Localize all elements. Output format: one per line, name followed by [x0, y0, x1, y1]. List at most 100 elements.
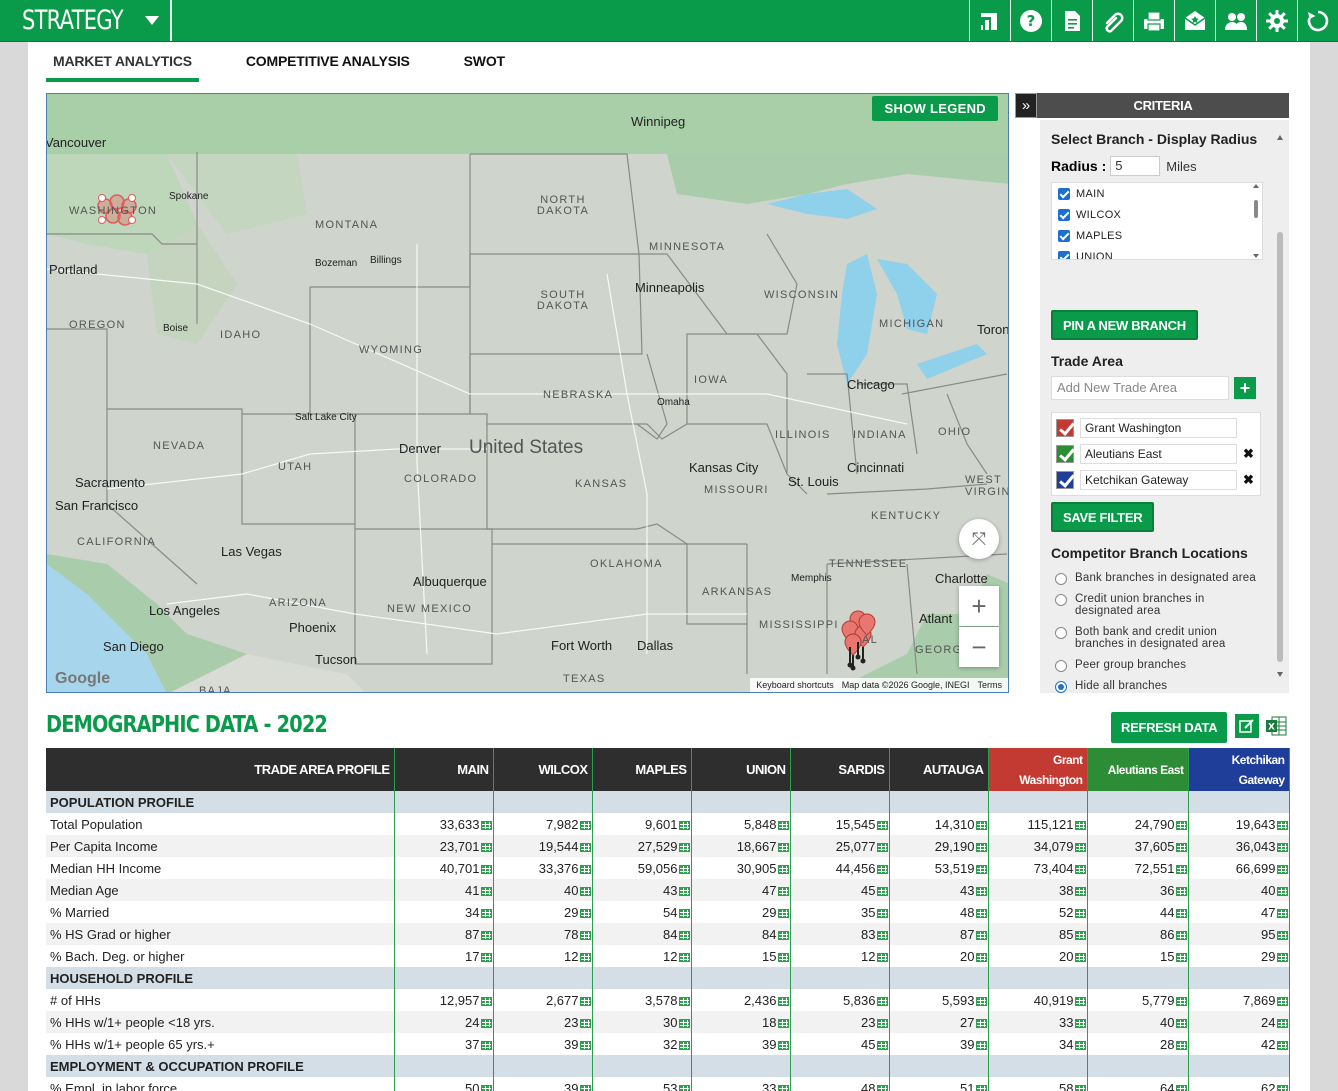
table-detail-icon[interactable] [1276, 952, 1288, 962]
table-detail-icon[interactable] [777, 996, 789, 1006]
table-detail-icon[interactable] [975, 908, 987, 918]
table-detail-icon[interactable] [876, 908, 888, 918]
table-detail-icon[interactable] [678, 820, 690, 830]
column-header[interactable]: WILCOX [493, 748, 593, 791]
chevron-down-icon[interactable] [145, 16, 159, 25]
table-detail-icon[interactable] [777, 886, 789, 896]
close-icon[interactable]: ✖ [1243, 472, 1254, 487]
table-detail-icon[interactable] [579, 1084, 591, 1091]
table-detail-icon[interactable] [975, 1040, 987, 1050]
table-detail-icon[interactable] [777, 1018, 789, 1028]
radio-icon[interactable] [1055, 627, 1067, 639]
radio-option[interactable]: Peer group branches [1055, 659, 1265, 672]
radio-icon[interactable] [1055, 594, 1067, 606]
table-detail-icon[interactable] [975, 842, 987, 852]
refresh-icon[interactable] [1297, 0, 1338, 41]
keyboard-shortcuts-link[interactable]: Keyboard shortcuts [756, 680, 834, 690]
checkbox-icon[interactable] [1056, 419, 1074, 437]
table-detail-icon[interactable] [579, 996, 591, 1006]
column-header[interactable]: UNION [691, 748, 791, 791]
table-detail-icon[interactable] [876, 864, 888, 874]
users-icon[interactable] [1215, 0, 1256, 41]
zoom-out-button[interactable]: − [959, 627, 999, 667]
list-item[interactable]: Ketchikan Gateway [1056, 469, 1237, 491]
checkbox-icon[interactable] [1058, 229, 1070, 242]
table-detail-icon[interactable] [1276, 1018, 1288, 1028]
radio-option[interactable]: Bank branches in designated area [1055, 572, 1265, 585]
table-detail-icon[interactable] [1276, 842, 1288, 852]
table-detail-icon[interactable] [1074, 1084, 1086, 1091]
settings-icon[interactable] [1256, 0, 1297, 41]
table-detail-icon[interactable] [1175, 908, 1187, 918]
checkbox-icon[interactable] [1056, 471, 1074, 489]
table-detail-icon[interactable] [1074, 996, 1086, 1006]
table-detail-icon[interactable] [480, 996, 492, 1006]
table-detail-icon[interactable] [579, 952, 591, 962]
list-item[interactable]: UNION [1052, 246, 1262, 259]
list-item[interactable]: WILCOX [1052, 204, 1262, 225]
add-trade-area-button[interactable]: + [1234, 377, 1256, 399]
table-detail-icon[interactable] [876, 1018, 888, 1028]
column-header[interactable]: Aleutians East [1087, 748, 1189, 791]
table-detail-icon[interactable] [1074, 1040, 1086, 1050]
list-item[interactable]: Aleutians East [1056, 443, 1237, 465]
criteria-scrollbar[interactable] [1275, 132, 1285, 682]
table-detail-icon[interactable] [1175, 930, 1187, 940]
table-detail-icon[interactable] [777, 930, 789, 940]
table-detail-icon[interactable] [480, 1018, 492, 1028]
checkbox-icon[interactable] [1058, 250, 1070, 259]
app-menu[interactable]: STRATEGY [0, 0, 172, 41]
table-detail-icon[interactable] [975, 820, 987, 830]
trade-area-input[interactable]: Add New Trade Area [1051, 376, 1229, 400]
radio-option[interactable]: Hide all branches [1055, 680, 1265, 693]
tab-competitive-analysis[interactable]: COMPETITIVE ANALYSIS [245, 53, 410, 69]
table-detail-icon[interactable] [876, 886, 888, 896]
table-detail-icon[interactable] [1276, 996, 1288, 1006]
table-detail-icon[interactable] [480, 842, 492, 852]
table-detail-icon[interactable] [1175, 820, 1187, 830]
print-icon[interactable] [1133, 0, 1174, 41]
table-detail-icon[interactable] [1175, 1040, 1187, 1050]
radio-icon[interactable] [1055, 681, 1067, 693]
table-detail-icon[interactable] [579, 842, 591, 852]
table-detail-icon[interactable] [1074, 864, 1086, 874]
table-detail-icon[interactable] [480, 1040, 492, 1050]
table-detail-icon[interactable] [876, 952, 888, 962]
table-detail-icon[interactable] [678, 996, 690, 1006]
table-detail-icon[interactable] [579, 930, 591, 940]
table-detail-icon[interactable] [1276, 908, 1288, 918]
radio-icon[interactable] [1055, 573, 1067, 585]
table-detail-icon[interactable] [480, 886, 492, 896]
table-detail-icon[interactable] [975, 886, 987, 896]
radio-option[interactable]: Both bank and credit union branches in d… [1055, 626, 1265, 650]
radius-input[interactable]: 5 [1110, 156, 1161, 176]
checkbox-icon[interactable] [1056, 445, 1074, 463]
table-detail-icon[interactable] [480, 1084, 492, 1091]
table-detail-icon[interactable] [480, 930, 492, 940]
checkbox-icon[interactable] [1058, 187, 1070, 200]
table-detail-icon[interactable] [678, 886, 690, 896]
fullscreen-icon[interactable]: ⤧ [959, 519, 999, 559]
table-detail-icon[interactable] [777, 952, 789, 962]
table-detail-icon[interactable] [1175, 886, 1187, 896]
column-header[interactable]: MAPLES [592, 748, 692, 791]
table-detail-icon[interactable] [579, 886, 591, 896]
table-detail-icon[interactable] [480, 908, 492, 918]
radio-icon[interactable] [1055, 660, 1067, 672]
refresh-data-button[interactable]: REFRESH DATA [1111, 712, 1228, 743]
table-detail-icon[interactable] [1175, 842, 1187, 852]
column-header[interactable]: TRADE AREA PROFILE [46, 748, 395, 791]
terms-link[interactable]: Terms [977, 680, 1003, 690]
column-header[interactable]: Grant Washington [988, 748, 1088, 791]
radio-option[interactable]: Credit union branches in designated area [1055, 593, 1265, 617]
table-detail-icon[interactable] [777, 1040, 789, 1050]
table-detail-icon[interactable] [678, 1084, 690, 1091]
table-detail-icon[interactable] [975, 1084, 987, 1091]
collapse-panel-icon[interactable]: » [1015, 93, 1037, 118]
table-detail-icon[interactable] [1074, 908, 1086, 918]
table-detail-icon[interactable] [777, 908, 789, 918]
table-detail-icon[interactable] [975, 1018, 987, 1028]
table-detail-icon[interactable] [1276, 886, 1288, 896]
map-view[interactable]: WASHINGTON MONTANA NORTH DAKOTA MINNESOT… [46, 93, 1009, 693]
help-icon[interactable]: ? [1010, 0, 1051, 41]
